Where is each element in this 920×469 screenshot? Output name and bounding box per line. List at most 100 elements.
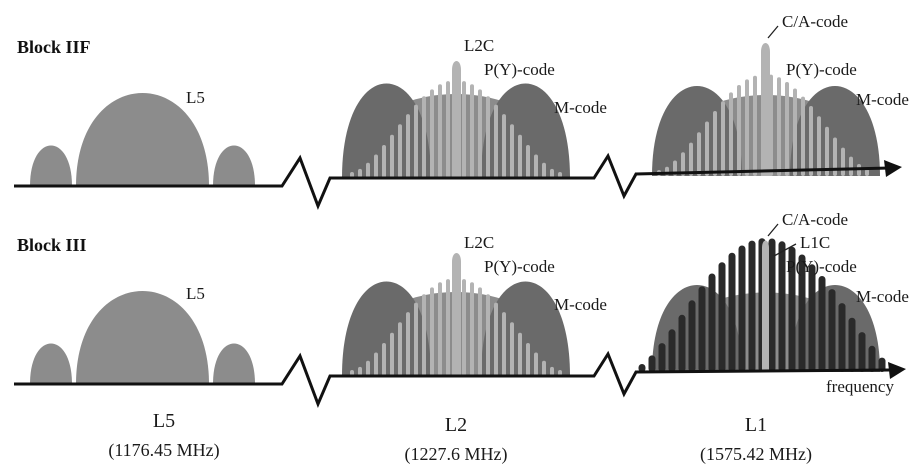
l2-comb-r1-line	[494, 104, 498, 178]
l1c-comb-line	[798, 254, 806, 372]
l2-comb-r1-line	[430, 89, 434, 178]
l1c-comb-line	[638, 364, 646, 372]
l2-comb-r1-line	[390, 134, 394, 178]
frequency-axis-label: frequency	[826, 377, 894, 396]
l2-py-code-label: P(Y)-code	[484, 60, 555, 79]
l1c-comb-line	[828, 289, 836, 372]
l2-comb-r1-line	[406, 114, 410, 178]
l2-comb-r1-line	[374, 154, 378, 178]
l1-comb-r1-line	[689, 142, 693, 176]
l2-comb-r2-line	[438, 282, 442, 376]
l2-comb-r1-line	[366, 162, 370, 178]
l1c-comb-line	[788, 246, 796, 372]
l1-comb-r1-line	[801, 96, 805, 176]
l1-py-code-label-2: P(Y)-code	[786, 257, 857, 276]
l2-comb-r1-line	[542, 162, 546, 178]
l1c-comb-line	[748, 240, 756, 372]
band-l1-frequency: (1575.42 MHz)	[700, 444, 812, 465]
l1c-comb-line	[668, 329, 676, 372]
l1-comb-r1-line	[737, 85, 741, 176]
l1c-comb-line	[658, 343, 666, 372]
l1-spectrum: C/A-code P(Y)-code M-code	[652, 12, 909, 176]
l2-spectrum-2: L2C P(Y)-code M-code	[342, 233, 607, 376]
l5-sidelobe-right-2	[213, 343, 255, 384]
band-captions: L5 (1176.45 MHz) L2 (1227.6 MHz) L1 (157…	[108, 410, 812, 465]
row-block-iif: Block IIF L5 L2C P(Y)-code M-code	[14, 12, 909, 211]
l1c-comb-line	[718, 262, 726, 372]
axis-line-r1	[14, 152, 891, 211]
l1c-comb-line	[838, 303, 846, 372]
l2-comb-r2-line	[390, 332, 394, 376]
l5-main-lobe-2	[76, 291, 209, 384]
band-l5-frequency: (1176.45 MHz)	[108, 440, 219, 461]
l1-m-code-label-2: M-code	[856, 287, 909, 306]
l1-m-code-lobe-left	[652, 86, 742, 176]
l2-comb-r2-line	[366, 360, 370, 376]
l1c-comb-line	[768, 238, 776, 372]
l5-spectrum-2: L5	[30, 284, 255, 384]
l1-comb-r1	[657, 74, 869, 176]
l2-comb-r2-line	[502, 312, 506, 376]
l2-comb-r1-line	[470, 84, 474, 178]
l1-comb-r1-line	[745, 79, 749, 176]
l2-comb-r2-line	[414, 302, 418, 376]
l1-py-code-label: P(Y)-code	[786, 60, 857, 79]
l2-comb-r1-line	[446, 81, 450, 178]
l1c-comb-line	[698, 286, 706, 372]
l5-main-lobe	[76, 93, 209, 186]
l2-comb-r1-line	[382, 145, 386, 178]
l2-comb-r2-line	[430, 287, 434, 376]
l2-comb-r1-line	[510, 124, 514, 178]
l1-comb-r1-line	[681, 152, 685, 176]
band-l2-name: L2	[445, 414, 467, 436]
l1-comb-r1-line	[777, 77, 781, 176]
l1-comb-r1-line	[793, 88, 797, 176]
l2-comb-r2-line	[398, 322, 402, 376]
l2-comb-r1-line	[486, 96, 490, 178]
l1c-comb-line	[728, 252, 736, 372]
l1-comb-r1-line	[721, 101, 725, 176]
ca-code-spike	[761, 43, 770, 176]
l2-comb-r1-line	[518, 134, 522, 178]
l2-comb-r2-line	[510, 322, 514, 376]
l1c-comb-line	[868, 345, 876, 372]
axis-arrow-r1	[884, 160, 902, 177]
l2-comb-r2-line	[406, 312, 410, 376]
l5-sidelobe-right	[213, 145, 255, 186]
l2-comb-r2-line	[486, 294, 490, 376]
l1c-comb-line	[848, 317, 856, 372]
l5-sidelobe-left	[30, 145, 72, 186]
l2-comb-r1-line	[502, 114, 506, 178]
l1c-comb-line	[808, 264, 816, 372]
band-l2-frequency: (1227.6 MHz)	[405, 444, 508, 465]
block-iif-label: Block IIF	[17, 37, 91, 57]
l1c-comb-line	[678, 314, 686, 372]
l1c-comb-line	[878, 357, 886, 372]
l5-label: L5	[186, 88, 205, 107]
l2-m-code-label: M-code	[554, 98, 607, 117]
l1-comb-r1-line	[713, 111, 717, 176]
l1-comb-r1-line	[729, 92, 733, 176]
l1-comb-r1-line	[849, 156, 853, 176]
l2-comb-r2-line	[374, 352, 378, 376]
l2-comb-r2-line	[478, 287, 482, 376]
l2-comb-r2-line	[526, 343, 530, 376]
l1c-comb-line	[738, 245, 746, 372]
l2-comb-r2-line	[462, 279, 466, 376]
l1-comb-r1-line	[817, 116, 821, 176]
l2-comb-r2-line	[358, 366, 362, 376]
ca-code-label-2: C/A-code	[782, 210, 848, 229]
l2-comb-r2-line	[518, 332, 522, 376]
l1-comb-r1-line	[825, 126, 829, 176]
l1c-comb-line	[648, 355, 656, 372]
l2-comb-r1-line	[462, 81, 466, 178]
l2c-spike	[452, 61, 461, 178]
l2c-label: L2C	[464, 36, 494, 55]
l2-comb-r2-line	[550, 366, 554, 376]
l1-comb-r1-line	[865, 169, 869, 176]
axis-arrow-r2	[888, 362, 906, 379]
l2-comb-r2-line	[494, 302, 498, 376]
band-l1-name: L1	[745, 414, 767, 436]
band-l5-name: L5	[153, 410, 175, 432]
